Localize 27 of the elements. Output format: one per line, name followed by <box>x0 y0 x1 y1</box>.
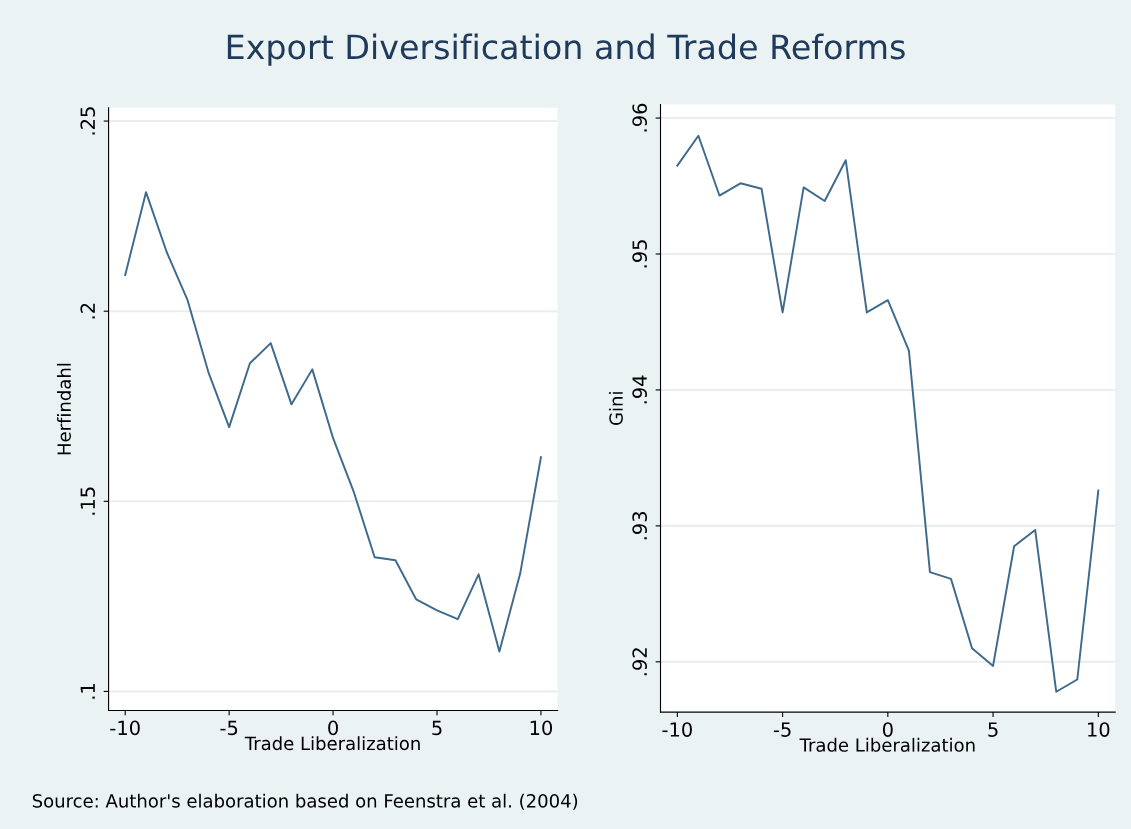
x-tick-label: -10 <box>662 722 692 737</box>
y-axis-title: Gini <box>608 392 623 425</box>
x-tick-label: 10 <box>1088 722 1110 737</box>
y-tick-label: .92 <box>632 648 648 676</box>
x-tick-label: -5 <box>773 722 791 737</box>
y-tick-label: .95 <box>632 240 648 268</box>
x-tick-label: -10 <box>110 720 140 736</box>
y-tick-label: .93 <box>632 511 648 540</box>
x-tick-label: 5 <box>988 722 998 737</box>
y-tick-label: .1 <box>80 683 95 699</box>
chart-title: Export Diversification and Trade Reforms <box>227 33 905 66</box>
y-tick-label: .15 <box>80 487 96 515</box>
x-tick-label: 0 <box>328 720 338 736</box>
y-axis-title: Herfindahl <box>57 363 71 455</box>
y-tick-label: .25 <box>80 107 96 135</box>
source-note: Source: Author's elaboration based on Feenstra et al. (2004) <box>32 793 578 810</box>
x-axis-title: Trade Liberalization <box>244 736 420 751</box>
y-tick-label: .94 <box>632 375 648 404</box>
line-series <box>124 191 542 653</box>
x-axis-title: Trade Liberalization <box>799 737 975 752</box>
x-tick-label: 5 <box>432 720 442 736</box>
y-tick-label: .96 <box>632 103 648 132</box>
x-tick-label: 0 <box>882 722 893 737</box>
x-tick-label: -5 <box>220 720 238 736</box>
line-series <box>676 134 1100 693</box>
y-tick-label: .2 <box>80 303 95 319</box>
x-tick-label: 10 <box>530 720 553 736</box>
